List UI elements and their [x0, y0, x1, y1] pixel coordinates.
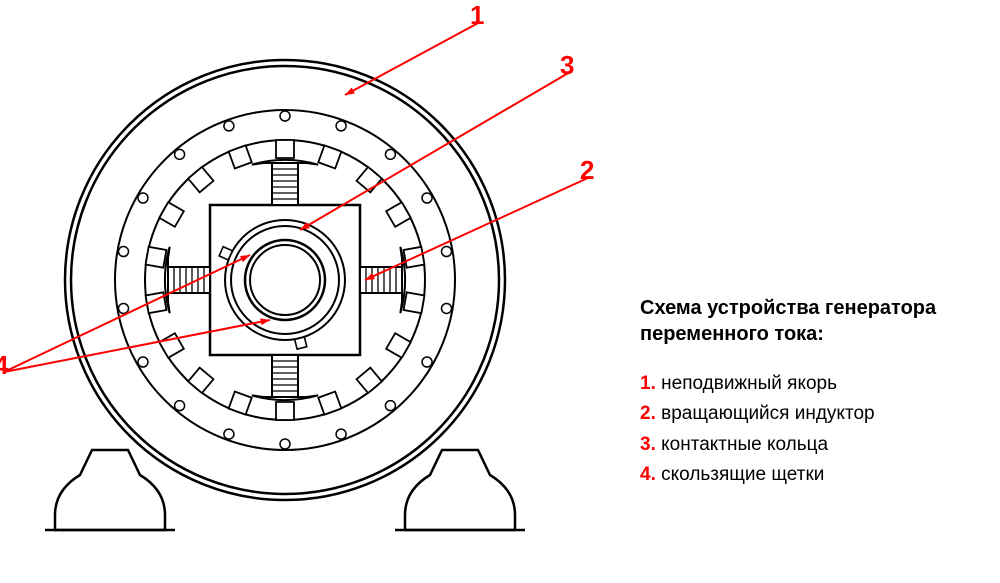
- callout-4: 4: [0, 350, 8, 381]
- legend-item-1: 1. неподвижный якорь: [640, 369, 980, 399]
- legend-num-2: 2.: [640, 403, 656, 424]
- legend-item-3: 3. контактные кольца: [640, 430, 980, 460]
- generator-drawing: [0, 0, 1000, 583]
- legend-item-2: 2. вращающийся индуктор: [640, 399, 980, 429]
- legend-num-1: 1.: [640, 373, 656, 394]
- legend-title-line1: Схема устройства генератора: [640, 297, 936, 319]
- diagram-canvas: 1 3 2 4 Схема устройства генератора перемен…: [0, 0, 1000, 583]
- callout-3: 3: [560, 50, 574, 81]
- legend-num-3: 3.: [640, 434, 656, 455]
- legend-title: Схема устройства генератора переменного …: [640, 295, 980, 347]
- legend-item-4: 4. скользящие щетки: [640, 460, 980, 490]
- callout-1: 1: [470, 0, 484, 31]
- legend-text-1: неподвижный якорь: [656, 373, 837, 394]
- legend-text-2: вращающийся индуктор: [656, 403, 875, 424]
- callout-2: 2: [580, 155, 594, 186]
- legend-title-line2: переменного тока:: [640, 323, 824, 345]
- legend: Схема устройства генератора переменного …: [640, 295, 980, 491]
- legend-text-4: скользящие щетки: [656, 464, 825, 485]
- legend-num-4: 4.: [640, 464, 656, 485]
- legend-text-3: контактные кольца: [656, 434, 828, 455]
